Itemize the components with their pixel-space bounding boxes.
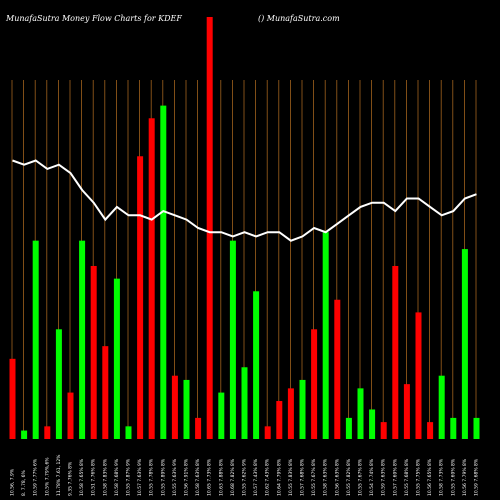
- bar: [334, 299, 341, 439]
- x-tick-label: 10.65 7.73% 8%: [207, 458, 213, 496]
- bar: [369, 409, 376, 439]
- bar: [90, 265, 97, 439]
- bar: [299, 379, 306, 439]
- bar: [380, 422, 387, 439]
- x-tick-label: 10.55 7.67% 8%: [358, 458, 364, 496]
- bar: [55, 329, 62, 439]
- x-tick-label: 10.64 7.79% 8%: [276, 458, 282, 496]
- x-tick-label: 10.56 7.63% 8%: [334, 458, 340, 496]
- x-tick-label: 10.57 7.63% 9%: [137, 458, 143, 496]
- bar: [392, 265, 399, 439]
- x-tick-label: 10.55 7.87% 9%: [126, 458, 132, 496]
- x-tick-label: 10.56, 7.9%: [10, 468, 16, 496]
- bar: [102, 346, 109, 439]
- bar: [148, 118, 155, 439]
- bar: [21, 430, 28, 439]
- bar: [322, 232, 329, 439]
- bar: [264, 426, 271, 439]
- bar: [403, 384, 410, 439]
- x-tick-label: 10.54 7.74% 8%: [369, 458, 375, 496]
- x-tick-label: 10.55 7.89% 8%: [160, 458, 166, 496]
- bar: [345, 417, 352, 439]
- bar: [160, 105, 167, 440]
- x-tick-label: 10.57 7.69% 8%: [392, 458, 398, 496]
- x-tick-label: 10.62 7.43% 8%: [265, 458, 271, 496]
- x-tick-label: 10.58 7.63% 8%: [195, 458, 201, 496]
- bar: [241, 367, 248, 439]
- bar: [473, 417, 480, 439]
- x-tick-label: 10.55 7.62% 9%: [242, 458, 248, 496]
- price-line: [12, 159, 477, 242]
- bar: [195, 417, 202, 439]
- bar: [438, 375, 445, 439]
- bar: [44, 426, 51, 439]
- x-tick-label: 10.59 7.68% 8%: [474, 458, 480, 496]
- x-tick-label: 10.55 7.82% 8%: [346, 458, 352, 496]
- bar: [287, 388, 294, 439]
- x-tick-label: 10.59 7.77% 6%: [33, 458, 39, 496]
- x-tick-label: 10.58 7.73% 8%: [439, 458, 445, 496]
- bar: [183, 379, 190, 439]
- x-tick-label: 10.5% 7.79%,6%: [44, 457, 50, 496]
- x-tick-label: 10.55 7.75% 8%: [416, 458, 422, 496]
- x-tick-label: 9.35 7.76% 8%: [68, 461, 74, 496]
- bar: [357, 388, 364, 439]
- x-tick-label: 11.78% 7.61, 12%: [56, 454, 62, 496]
- x-tick-label: 10.55 7.78% 8%: [149, 458, 155, 496]
- bar: [427, 422, 434, 439]
- bar: [229, 240, 236, 439]
- bar: [9, 358, 16, 439]
- bar: [218, 392, 225, 439]
- bar: [32, 240, 39, 439]
- bars: [9, 17, 480, 440]
- x-tick-label: 10.55 7.69% 8%: [450, 458, 456, 496]
- x-tick-label: 10.55 7.68% 8%: [404, 458, 410, 496]
- x-tick-label: 10.51 7.76% 8%: [91, 458, 97, 496]
- price-line-path: [12, 159, 477, 242]
- x-tick-label: 10.58 7.65% 8%: [79, 458, 85, 496]
- bar: [253, 291, 260, 439]
- bar: [137, 156, 144, 439]
- x-tick-label: 10.55 7.83% 8%: [288, 458, 294, 496]
- x-tick-label: 10.56 7.79% 8%: [462, 458, 468, 496]
- bar: [415, 312, 422, 439]
- bar: [67, 392, 74, 439]
- x-tick-label: 10.57 7.68% 8%: [300, 458, 306, 496]
- bar: [461, 249, 468, 439]
- site-credit: () MunafaSutra.com: [258, 14, 340, 23]
- bar: [276, 401, 283, 439]
- x-tick-label: 10.63 7.88% 8%: [218, 458, 224, 496]
- bar: [171, 375, 178, 439]
- bar: [450, 417, 457, 439]
- bar: [125, 426, 132, 439]
- bar: [113, 278, 120, 439]
- bar: [311, 329, 318, 439]
- x-tick-label: 10.58 7.68% 9%: [114, 458, 120, 496]
- chart-title: MunafaSutra Money Flow Charts for KDEF: [5, 14, 182, 23]
- x-tick-label: 10.55 7.67% 8%: [311, 458, 317, 496]
- bar: [79, 240, 86, 439]
- x-tick-label: 10.56 7.91% 8%: [184, 458, 190, 496]
- x-tick-label: 10.56 7.65% 8%: [427, 458, 433, 496]
- x-tick-label: 10.58 7.83% 8%: [102, 458, 108, 496]
- x-tick-label: 10.55 7.63% 9%: [172, 458, 178, 496]
- bar: [206, 17, 213, 439]
- x-tick-label: 10.57 7.43% 8%: [253, 458, 259, 496]
- x-tick-label: 10.68 7.82% 8%: [230, 458, 236, 496]
- x-tick-labels: 10.56, 7.9% 8. 7.78, 6% 10.59 7.77% 6% 10.5…: [10, 454, 480, 496]
- x-tick-label: 10.58 7.63% 8%: [323, 458, 329, 496]
- x-tick-label: 10.59 7.63% 8%: [381, 458, 387, 496]
- x-tick-label: 8. 7.78, 6%: [21, 470, 27, 496]
